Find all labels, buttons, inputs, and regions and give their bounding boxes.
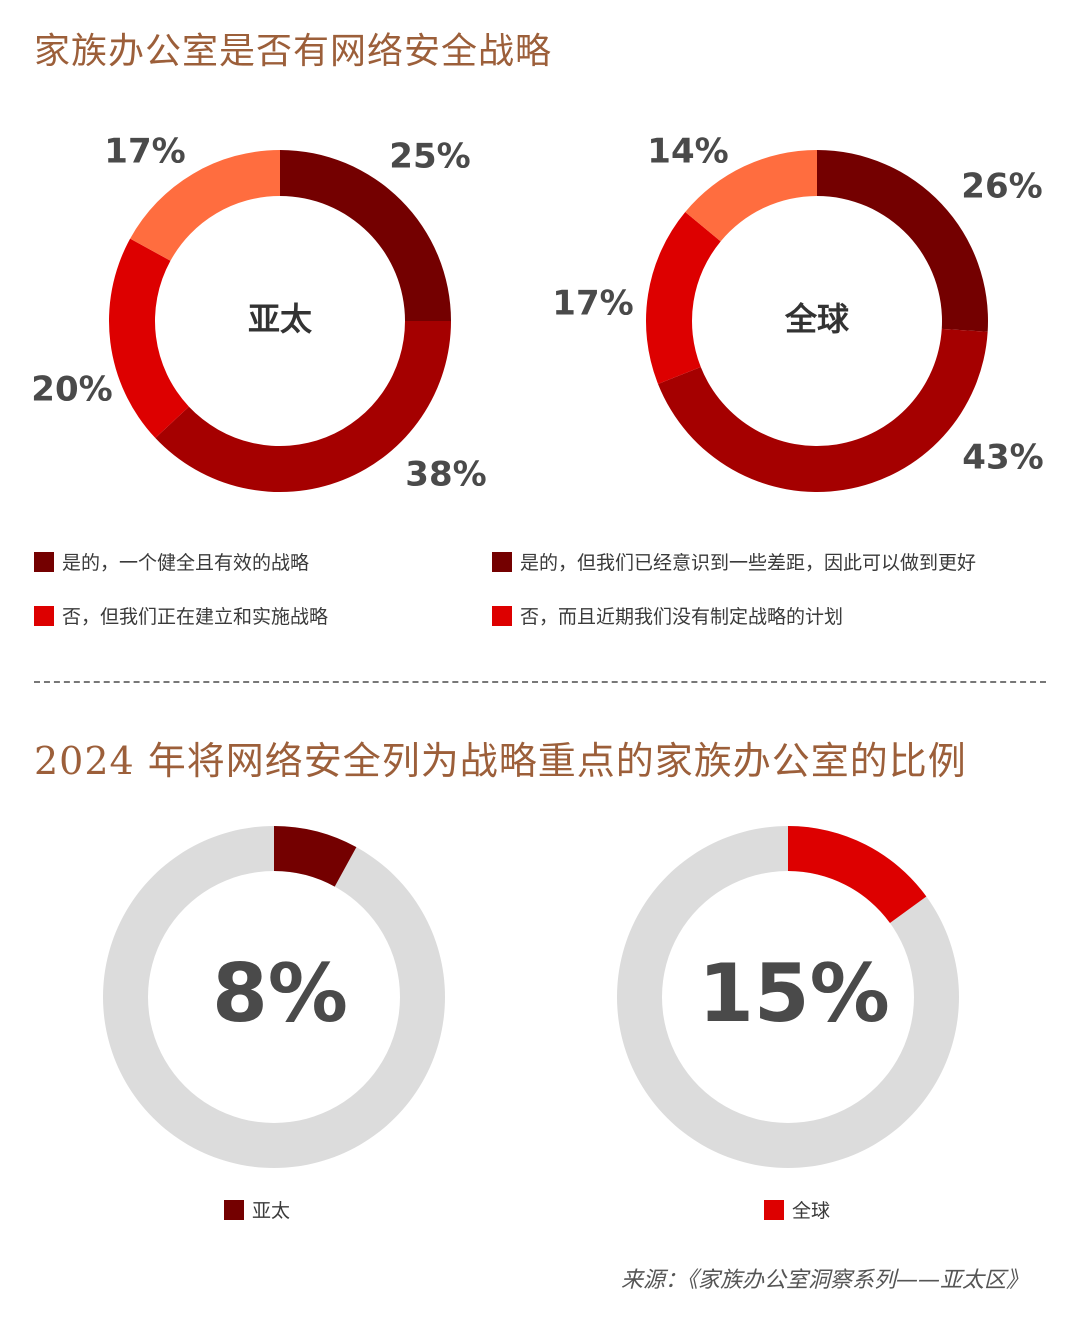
slice-value-label: 20% <box>31 370 112 410</box>
donut-slice <box>658 328 988 492</box>
donut-slice <box>645 212 721 384</box>
donut-slice <box>108 238 189 439</box>
donut-center-label: 全球 <box>784 300 850 338</box>
slice-value-label: 43% <box>962 438 1043 478</box>
slice-value-label: 25% <box>389 137 470 177</box>
legend-swatch <box>224 1199 244 1220</box>
chart-title-priority-2024: 2024 年将网络安全列为战略重点的家族办公室的比例 <box>34 739 967 783</box>
donut-remainder <box>616 826 959 1168</box>
donut-center-value: 8% <box>212 947 348 1040</box>
donut-slice <box>130 150 280 261</box>
legend-label: 是的，一个健全且有效的战略 <box>62 552 310 574</box>
slice-value-label: 14% <box>647 132 728 172</box>
donut-slice <box>280 150 451 321</box>
donut-value-slice <box>274 826 357 887</box>
strategy-donut-charts: 25% 38% 20% 17% 亚太 26% 43% 17% 14% 全球 <box>31 132 1043 495</box>
donut-center-value: 15% <box>698 947 889 1040</box>
legend-label: 否，而且近期我们没有制定战略的计划 <box>520 606 844 628</box>
donut-center-label: 亚太 <box>248 300 312 338</box>
legend-item-robust-strategy: 是的，一个健全且有效的战略 <box>34 548 309 575</box>
slice-value-label: 26% <box>961 167 1042 207</box>
legend-label: 是的，但我们已经意识到一些差距，因此可以做到更好 <box>520 552 977 574</box>
legend-label: 全球 <box>792 1200 831 1222</box>
legend-item-building-strategy: 否，但我们正在建立和实施战略 <box>34 602 328 629</box>
legend-item-apac: 亚太 <box>224 1196 290 1223</box>
donut-slice <box>685 150 817 242</box>
legend-item-strategy-with-gaps: 是的，但我们已经意识到一些差距，因此可以做到更好 <box>492 548 976 575</box>
chart-title-cyber-strategy: 家族办公室是否有网络安全战略 <box>34 31 553 72</box>
legend-label: 否，但我们正在建立和实施战略 <box>62 606 329 628</box>
source-note: 来源：《家族办公室洞察系列——亚太区》 <box>620 1268 1028 1293</box>
legend-swatch <box>34 551 54 572</box>
legend-item-global: 全球 <box>764 1196 830 1223</box>
donut-remainder <box>102 826 445 1169</box>
legend-swatch <box>492 551 512 572</box>
legend-swatch <box>34 605 54 626</box>
donut-value-slice <box>788 826 927 923</box>
donut-slice <box>817 150 988 332</box>
legend-swatch <box>764 1199 784 1220</box>
donut-slice <box>155 321 451 493</box>
section-divider <box>34 681 1046 683</box>
legend-label: 亚太 <box>252 1200 291 1222</box>
slice-value-label: 17% <box>104 132 185 172</box>
slice-value-label: 38% <box>405 455 486 495</box>
legend-item-no-plan: 否，而且近期我们没有制定战略的计划 <box>492 602 843 629</box>
slice-value-label: 17% <box>552 284 633 324</box>
legend-swatch <box>492 605 512 626</box>
